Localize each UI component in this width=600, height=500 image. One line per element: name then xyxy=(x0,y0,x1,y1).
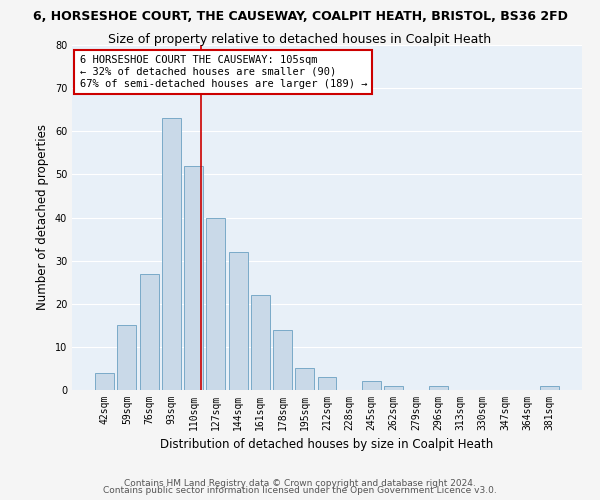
Bar xyxy=(317,377,337,390)
Text: 6, HORSESHOE COURT, THE CAUSEWAY, COALPIT HEATH, BRISTOL, BS36 2FD: 6, HORSESHOE COURT, THE CAUSEWAY, COALPI… xyxy=(32,10,568,23)
Bar xyxy=(362,382,381,390)
Bar xyxy=(273,330,292,390)
Bar xyxy=(429,386,448,390)
Bar xyxy=(118,326,136,390)
Bar xyxy=(251,295,270,390)
Bar xyxy=(184,166,203,390)
Text: Size of property relative to detached houses in Coalpit Heath: Size of property relative to detached ho… xyxy=(109,32,491,46)
Bar xyxy=(229,252,248,390)
Text: Contains HM Land Registry data © Crown copyright and database right 2024.: Contains HM Land Registry data © Crown c… xyxy=(124,478,476,488)
Bar xyxy=(140,274,158,390)
Text: 6 HORSESHOE COURT THE CAUSEWAY: 105sqm
← 32% of detached houses are smaller (90): 6 HORSESHOE COURT THE CAUSEWAY: 105sqm ←… xyxy=(80,56,367,88)
Bar xyxy=(540,386,559,390)
Bar xyxy=(206,218,225,390)
Y-axis label: Number of detached properties: Number of detached properties xyxy=(36,124,49,310)
X-axis label: Distribution of detached houses by size in Coalpit Heath: Distribution of detached houses by size … xyxy=(160,438,494,452)
Text: Contains public sector information licensed under the Open Government Licence v3: Contains public sector information licen… xyxy=(103,486,497,495)
Bar xyxy=(384,386,403,390)
Bar xyxy=(95,373,114,390)
Bar xyxy=(162,118,181,390)
Bar xyxy=(295,368,314,390)
